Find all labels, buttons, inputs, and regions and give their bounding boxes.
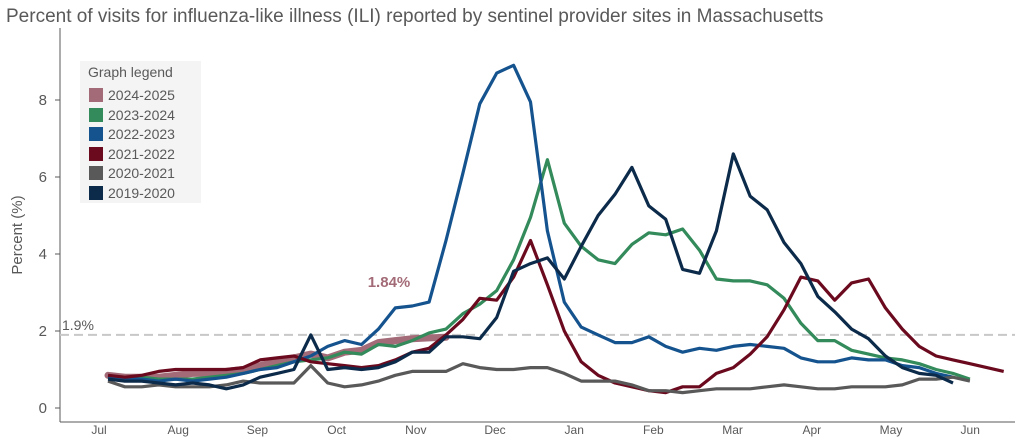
legend-item-2024-2025: 2024-2025 [89, 85, 175, 105]
legend-label: 2022-2023 [108, 126, 175, 142]
x-tick-label: May [880, 423, 903, 437]
y-tick-label: 6 [39, 169, 47, 186]
legend-item-2019-2020: 2019-2020 [89, 183, 175, 203]
x-tick-label: Jun [961, 423, 980, 437]
legend-swatch [89, 88, 103, 102]
y-tick-label: 8 [39, 92, 47, 109]
reference-line-group: 1.9% [60, 317, 1015, 336]
x-tick-label: Mar [722, 423, 743, 437]
x-tick-label: Oct [327, 423, 346, 437]
x-tick-label: Dec [484, 423, 505, 437]
series-line-2019-2020 [107, 152, 954, 391]
x-tick-label: Feb [643, 423, 664, 437]
legend-item-2022-2023: 2022-2023 [89, 124, 175, 144]
legend-label: 2023-2024 [108, 106, 175, 123]
series-line-2024-2025 [104, 333, 450, 381]
legend-label: 2019-2020 [108, 184, 175, 201]
current-value-annotation: 1.84% [368, 274, 411, 291]
legend-swatch [89, 107, 103, 122]
reference-line-label: 1.9% [62, 317, 94, 333]
x-tick-label: Sep [247, 423, 269, 437]
x-tick-label: Jan [565, 423, 584, 437]
legend-swatch [89, 185, 103, 200]
series-line-2022-2023 [107, 63, 954, 383]
series-lines [104, 63, 1005, 395]
axes: 0 2 4 6 8 Jul Aug Sep Oct Nov Dec Jan Feb Mar Apr May Ju… [39, 28, 1015, 437]
chart-title: Percent of visits for influenza-like ill… [6, 6, 824, 27]
y-tick-label: 2 [39, 323, 47, 340]
legend-swatch [89, 127, 103, 141]
x-tick-label: Nov [405, 423, 426, 437]
legend-title: Graph legend [88, 64, 173, 80]
legend-item-2020-2021: 2020-2021 [89, 163, 175, 183]
series-line-2021-2022 [107, 238, 1005, 395]
x-tick-label: Jul [91, 423, 106, 437]
graph-legend: Graph legend 2024-2025 2023-2024 2022-2023… [80, 61, 201, 203]
y-tick-label: 0 [39, 400, 47, 417]
legend-item-2021-2022: 2021-2022 [89, 144, 175, 164]
legend-item-2023-2024: 2023-2024 [89, 105, 175, 125]
y-axis-label: Percent (%) [9, 195, 26, 274]
y-tick-label: 4 [39, 246, 47, 263]
x-tick-label: Apr [802, 423, 821, 437]
legend-label: 2020-2021 [108, 165, 175, 181]
legend-label: 2021-2022 [108, 145, 175, 162]
x-tick-label: Aug [168, 423, 189, 437]
legend-swatch [89, 146, 103, 161]
legend-swatch [89, 166, 103, 180]
legend-label: 2024-2025 [108, 87, 175, 103]
series-line-2023-2024 [107, 158, 971, 381]
